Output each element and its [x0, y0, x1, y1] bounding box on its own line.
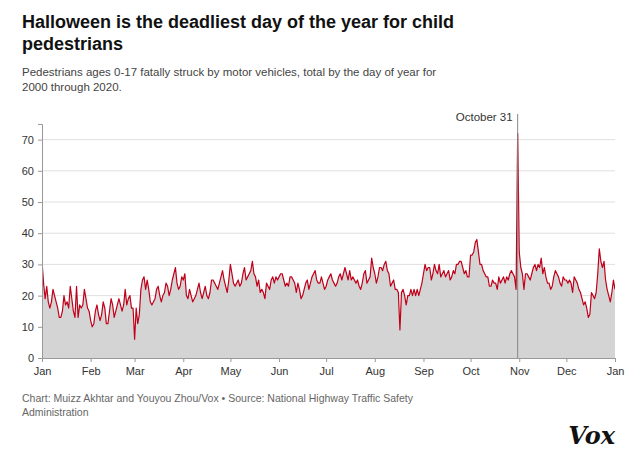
y-tick-label: 30	[22, 258, 34, 270]
x-tick-label: Sep	[414, 365, 434, 377]
x-tick-mark	[230, 358, 231, 362]
title-line: Halloween is the deadliest day of the ye…	[22, 12, 454, 32]
y-tick-label: 10	[22, 321, 34, 333]
x-tick-mark	[183, 358, 184, 362]
subtitle-line: 2000 through 2020.	[22, 81, 122, 93]
x-tick-mark	[471, 358, 472, 362]
line	[42, 133, 615, 339]
y-tick: 0	[28, 352, 42, 364]
x-tick: Dec	[557, 358, 577, 377]
x-tick: Mar	[126, 358, 145, 377]
x-tick-label: May	[220, 365, 241, 377]
x-axis-line	[43, 359, 616, 363]
x-tick: Jan	[34, 358, 52, 377]
y-tick-mark	[38, 358, 42, 359]
title-line: pedestrians	[22, 34, 123, 54]
x-tick: Oct	[463, 358, 480, 377]
annotation-label: October 31	[456, 111, 513, 123]
x-tick: Jan	[607, 358, 625, 377]
plot: JanFebMarAprMayJunJulAugSepOctNovDecJan0…	[22, 111, 625, 377]
x-tick: May	[220, 358, 241, 377]
y-tick: 10	[22, 321, 42, 333]
y-tick-mark	[38, 171, 42, 172]
y-tick-label: 60	[22, 165, 34, 177]
annotations: October 31	[456, 111, 518, 358]
y-axis: 0 10 20 30 40 50 60 70	[22, 125, 43, 365]
subtitle: Pedestrians ages 0-17 fatally struck by …	[22, 66, 436, 93]
x-tick-label: Oct	[463, 365, 480, 377]
y-tick: 30	[22, 258, 42, 270]
x-tick-label: Jun	[271, 365, 289, 377]
y-tick-label: 20	[22, 290, 34, 302]
y-tick: 60	[22, 165, 42, 177]
x-tick-mark	[423, 358, 424, 362]
x-tick-mark	[566, 358, 567, 362]
footnote: Chart: Muizz Akhtar and Youyou Zhou/Vox …	[22, 392, 414, 418]
chart-container: Halloween is the deadliest day of the ye…	[0, 0, 640, 454]
x-tick-mark	[279, 358, 280, 362]
x-tick-mark	[91, 358, 92, 362]
y-axis-line	[38, 125, 43, 359]
grid-line	[42, 202, 615, 203]
chart-svg: Halloween is the deadliest day of the ye…	[0, 0, 640, 454]
y-tick-mark	[38, 296, 42, 297]
x-tick-mark	[519, 358, 520, 362]
y-tick-label: 0	[28, 352, 34, 364]
y-tick-label: 50	[22, 196, 34, 208]
y-tick: 40	[22, 227, 42, 239]
y-tick-mark	[38, 202, 42, 203]
y-tick-label: 70	[22, 134, 34, 146]
x-tick-label: Jan	[607, 365, 625, 377]
footnote-line: Chart: Muizz Akhtar and Youyou Zhou/Vox …	[22, 392, 414, 404]
x-tick-mark	[615, 358, 616, 362]
y-tick-mark	[38, 233, 42, 234]
y-tick: 70	[22, 134, 42, 146]
y-tick: 20	[22, 290, 42, 302]
x-axis: Jan Feb Mar Apr May Jun Jul Aug Sep Oct Nov Dec Jan	[34, 358, 625, 377]
grid-line	[42, 264, 615, 265]
title: Halloween is the deadliest day of the ye…	[22, 12, 454, 54]
annotation-line	[517, 114, 518, 358]
y-tick: 50	[22, 196, 42, 208]
x-tick-label: Dec	[557, 365, 577, 377]
x-tick: Aug	[366, 358, 386, 377]
x-tick: Jul	[320, 358, 334, 377]
x-tick-label: Mar	[126, 365, 145, 377]
y-tick-mark	[38, 327, 42, 328]
subtitle-line: Pedestrians ages 0-17 fatally struck by …	[22, 66, 436, 78]
x-tick: Nov	[510, 358, 530, 377]
grid-line	[42, 233, 615, 234]
grid-line	[42, 139, 615, 140]
x-tick-mark	[375, 358, 376, 362]
x-tick: Jun	[271, 358, 289, 377]
y-tick-label: 40	[22, 227, 34, 239]
y-tick-mark	[38, 140, 42, 141]
x-tick: Sep	[414, 358, 434, 377]
x-tick-mark	[135, 358, 136, 362]
x-tick-label: Jan	[34, 365, 52, 377]
x-tick-label: Aug	[366, 365, 386, 377]
area	[42, 133, 615, 358]
x-tick: Feb	[82, 358, 101, 377]
x-tick-label: Feb	[82, 365, 101, 377]
x-tick-label: Nov	[510, 365, 530, 377]
data	[42, 133, 615, 358]
y-tick-mark	[38, 264, 42, 265]
x-tick: Apr	[175, 358, 192, 377]
footnote-line: Administration	[22, 406, 89, 418]
x-tick-label: Jul	[320, 365, 334, 377]
x-tick-label: Apr	[175, 365, 192, 377]
logo: Vox	[568, 421, 615, 450]
x-tick-mark	[326, 358, 327, 362]
grid-line	[42, 170, 615, 171]
